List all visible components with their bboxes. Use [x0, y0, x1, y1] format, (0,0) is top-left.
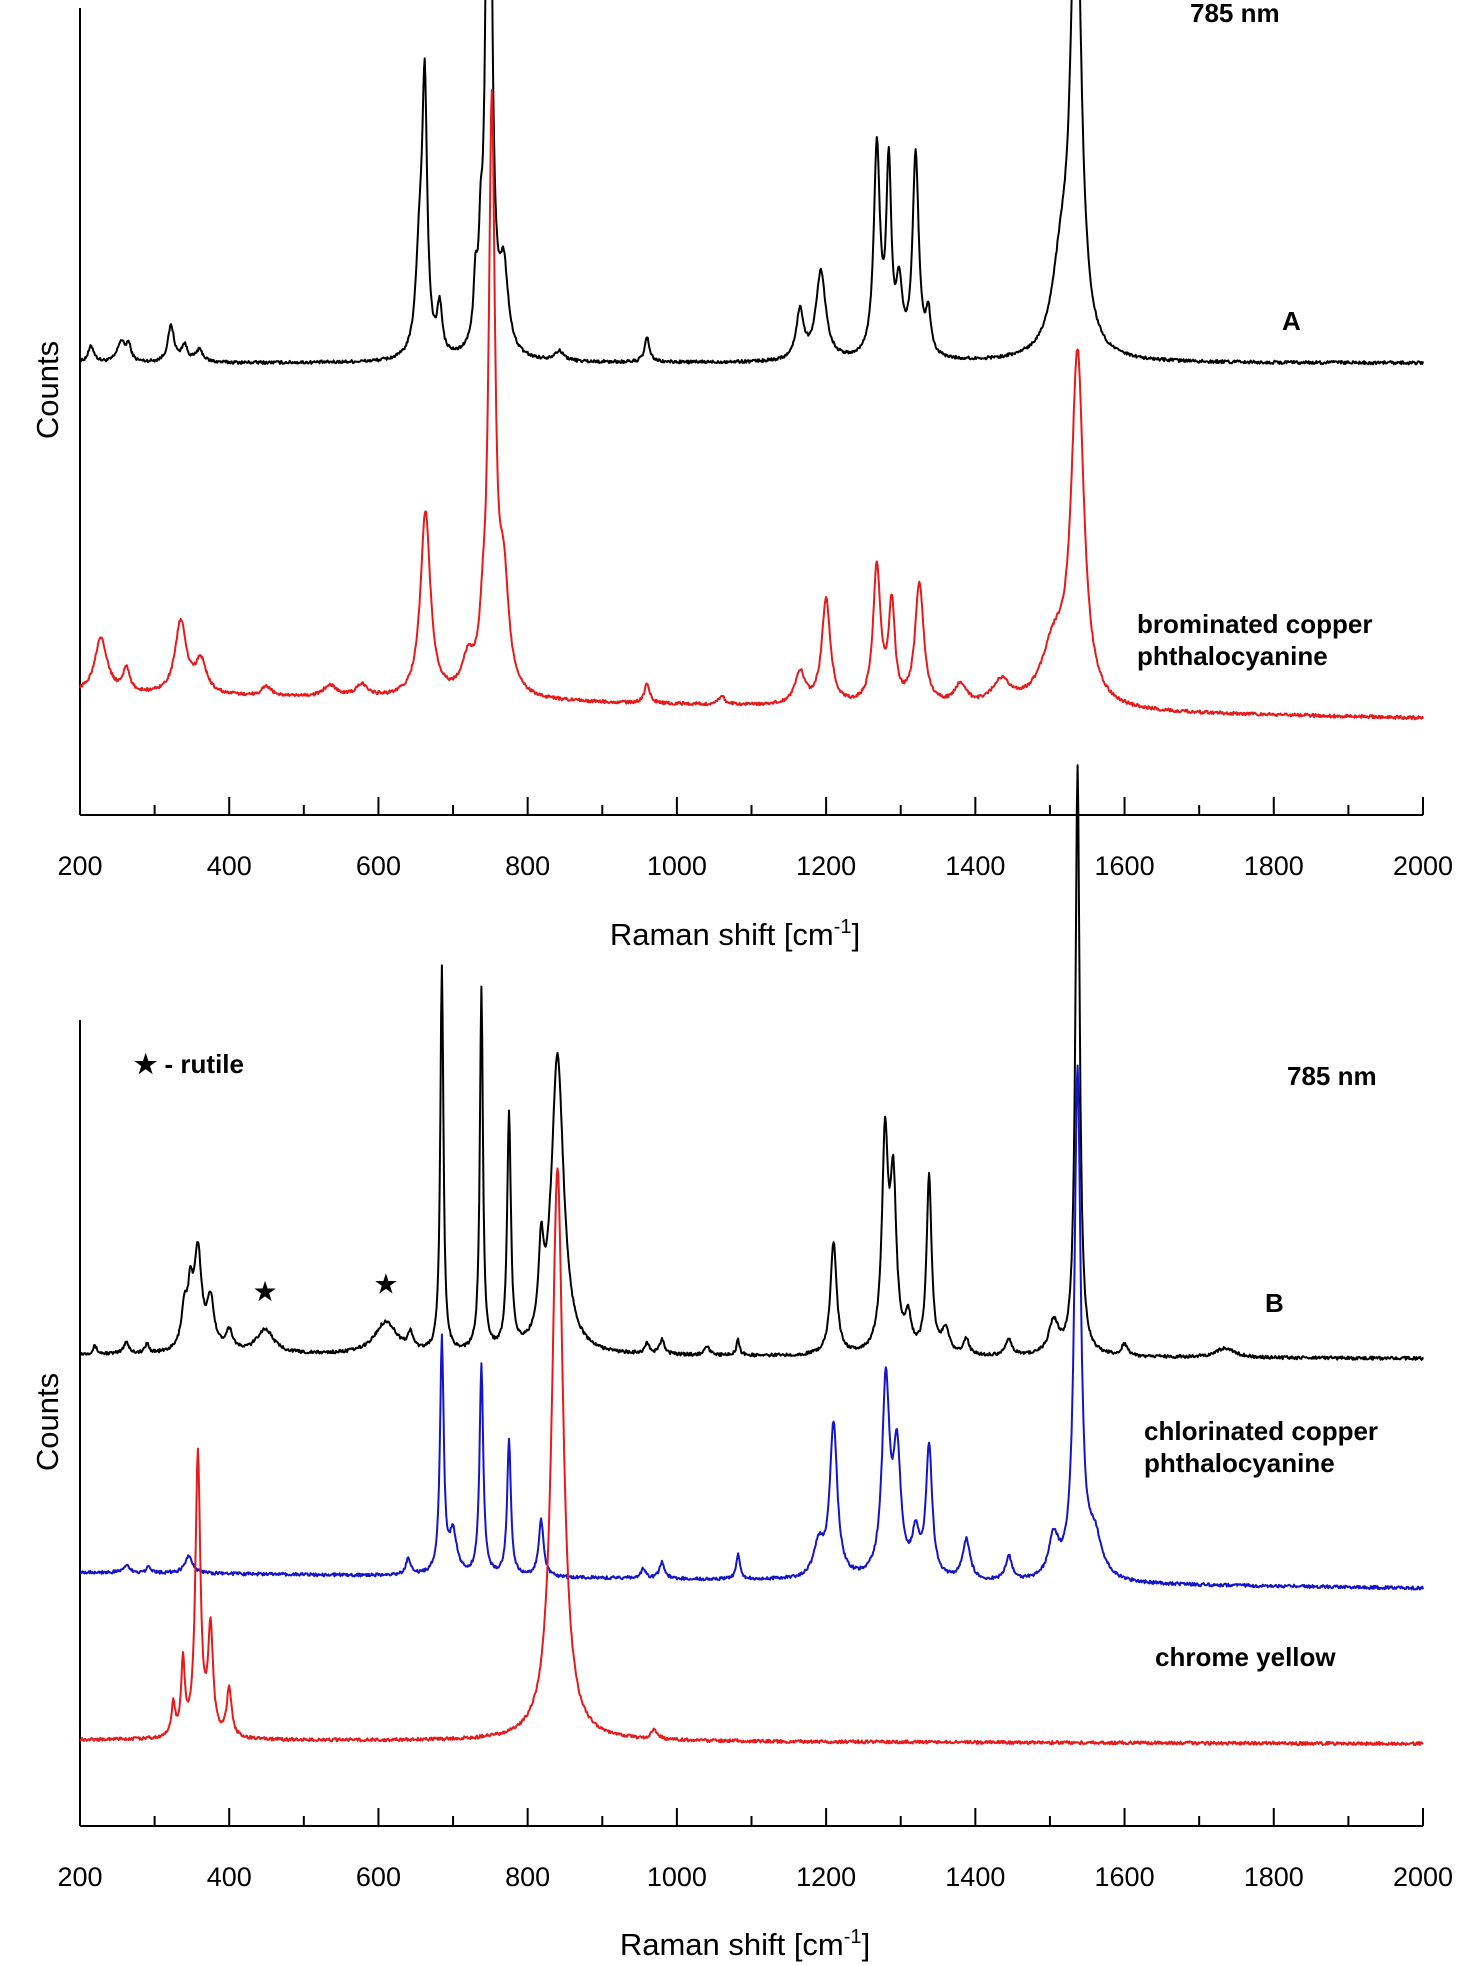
- annotation-785nm-a: 785 nm: [1190, 0, 1280, 28]
- x-tick-label: 800: [505, 851, 550, 881]
- panel-label-b: B: [1265, 1288, 1284, 1318]
- x-tick-label: 2000: [1393, 851, 1453, 881]
- x-tick-label: 1200: [796, 1862, 856, 1892]
- series-label-brominated-line1: brominated copper: [1137, 609, 1372, 639]
- series-group-b: [79, 764, 1424, 1747]
- spectrum-line-b-1: [79, 764, 1424, 1361]
- x-axis-title-b-main: Raman shift [cm: [620, 1927, 844, 1962]
- x-axis-title-b-end: ]: [862, 1927, 871, 1962]
- x-axis-title-a-sup: -1: [834, 916, 852, 938]
- annotation-785nm-b: 785 nm: [1287, 1061, 1377, 1091]
- panel-label-a: A: [1282, 306, 1301, 336]
- x-tick-label: 400: [207, 1862, 252, 1892]
- y-axis-title-a: Counts: [30, 341, 65, 439]
- x-tick-label: 600: [356, 851, 401, 881]
- x-ticks-b: [79, 1808, 1424, 1826]
- spectrum-line-b-2: [79, 1064, 1424, 1591]
- spectrum-line-a-1: [79, 0, 1424, 366]
- x-tick-label: 1800: [1244, 851, 1304, 881]
- x-tick-label: 1600: [1095, 851, 1155, 881]
- x-tick-label: 1800: [1244, 1862, 1304, 1892]
- series-label-chlorinated-line2: phthalocyanine: [1144, 1448, 1335, 1478]
- x-tick-label: 2000: [1393, 1862, 1453, 1892]
- x-tick-label: 400: [207, 851, 252, 881]
- series-label-brominated-line2: phthalocyanine: [1137, 641, 1328, 671]
- x-axis-title-a: Raman shift [cm-1]: [610, 916, 860, 952]
- x-tick-label: 1000: [647, 1862, 707, 1892]
- x-tick-labels-b: 200 400 600 800 1000 1200 1400 1600 1800 2000: [57, 1862, 1453, 1892]
- x-tick-label: 1200: [796, 851, 856, 881]
- series-group-a: [79, 0, 1424, 721]
- rutile-legend-note: ★ - rutile: [134, 1049, 244, 1079]
- x-tick-label: 1400: [945, 851, 1005, 881]
- x-tick-label: 1000: [647, 851, 707, 881]
- x-tick-label: 800: [505, 1862, 550, 1892]
- x-tick-label: 200: [57, 1862, 102, 1892]
- x-axis-title-b-sup: -1: [844, 1926, 862, 1948]
- panel-a: 200 400 600 800 1000 1200 1400 1600 1800 2000 785…: [30, 0, 1453, 952]
- rutile-star-marker: ★: [373, 1268, 398, 1299]
- x-axis-title-a-end: ]: [852, 917, 861, 952]
- x-ticks-a: [79, 797, 1424, 815]
- x-tick-label: 1400: [945, 1862, 1005, 1892]
- panel-b: 200 400 600 800 1000 1200 1400 1600 1800 2000 ★ ★ …: [30, 764, 1453, 1962]
- series-label-chrome-yellow: chrome yellow: [1155, 1642, 1336, 1672]
- x-tick-label: 1600: [1095, 1862, 1155, 1892]
- spectrum-line-b-3: [79, 1167, 1424, 1747]
- rutile-star-marker: ★: [252, 1276, 277, 1307]
- x-axis-title-a-main: Raman shift [cm: [610, 917, 834, 952]
- x-tick-label: 600: [356, 1862, 401, 1892]
- spectrum-line-a-2: [79, 88, 1424, 721]
- x-axis-title-b: Raman shift [cm-1]: [620, 1926, 870, 1962]
- rutile-markers: ★ ★: [252, 1268, 398, 1307]
- series-label-chlorinated-line1: chlorinated copper: [1144, 1416, 1378, 1446]
- y-axis-title-b: Counts: [30, 1373, 65, 1471]
- x-tick-labels-a: 200 400 600 800 1000 1200 1400 1600 1800 2000: [57, 851, 1453, 881]
- x-tick-label: 200: [57, 851, 102, 881]
